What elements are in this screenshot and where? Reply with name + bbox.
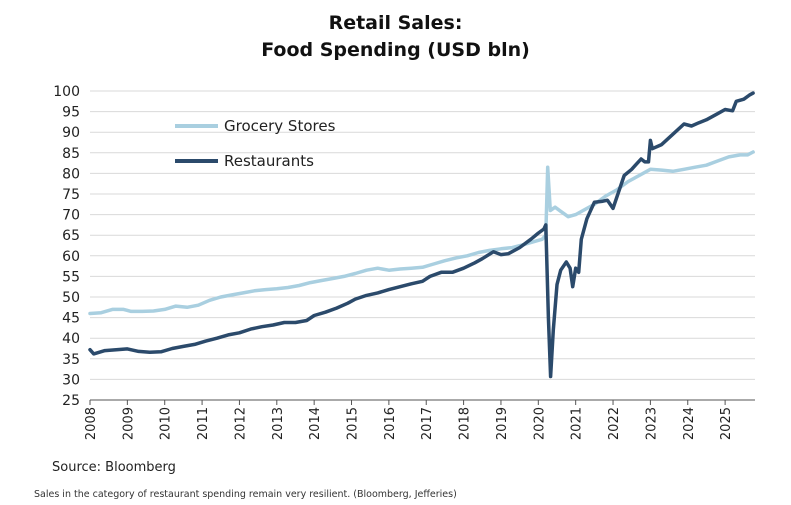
legend: Grocery Stores Restaurants <box>175 117 336 170</box>
y-tick-label: 65 <box>62 228 80 244</box>
source-note: Source: Bloomberg <box>52 460 176 475</box>
image-caption: Sales in the category of restaurant spen… <box>34 489 457 500</box>
x-tick-label: 2018 <box>458 407 473 440</box>
chart-title-line-2: Food Spending (USD bln) <box>261 39 530 61</box>
x-tick-label: 2016 <box>383 407 398 440</box>
chart-title-line-1: Retail Sales: <box>328 12 463 34</box>
y-tick-label: 45 <box>62 311 80 327</box>
legend-label-grocery: Grocery Stores <box>224 117 336 135</box>
y-tick-label: 60 <box>62 249 80 265</box>
y-tick-label: 55 <box>62 269 80 285</box>
y-tick-label: 95 <box>62 105 80 121</box>
y-tick-label: 90 <box>62 125 80 141</box>
x-tick-label: 2009 <box>121 407 136 440</box>
y-tick-label: 40 <box>62 331 80 347</box>
x-tick-label: 2013 <box>271 407 286 440</box>
x-tick-label: 2010 <box>159 407 174 440</box>
x-tick-label: 2020 <box>532 407 547 440</box>
x-tick-label: 2019 <box>495 407 510 440</box>
legend-label-restaurants: Restaurants <box>224 152 314 170</box>
y-tick-label: 85 <box>62 146 80 162</box>
x-tick-label: 2025 <box>719 407 734 440</box>
y-tick-label: 30 <box>62 372 80 388</box>
x-tick-label: 2024 <box>682 407 697 440</box>
x-tick-label: 2014 <box>308 407 323 440</box>
x-tick-label: 2012 <box>233 407 248 440</box>
series-lines <box>88 91 755 379</box>
x-tick-label: 2022 <box>607 407 622 440</box>
x-tick-label: 2023 <box>644 407 659 440</box>
x-tick-label: 2011 <box>196 407 211 440</box>
y-tick-label: 70 <box>62 208 80 224</box>
x-tick-label: 2008 <box>84 407 99 440</box>
y-tick-label: 100 <box>53 84 80 100</box>
x-tick-label: 2015 <box>346 407 361 440</box>
series-line-restaurants <box>88 91 755 379</box>
x-axis-ticks: 2008 2009 2010 2011 2012 2013 2014 2015 2016 2017… <box>84 400 734 440</box>
y-tick-label: 50 <box>62 290 80 306</box>
y-tick-label: 35 <box>62 352 80 368</box>
chart-grid <box>90 90 755 380</box>
x-tick-label: 2017 <box>420 407 435 440</box>
y-tick-label: 25 <box>62 393 80 409</box>
y-tick-label: 80 <box>62 166 80 182</box>
y-tick-label: 75 <box>62 187 80 203</box>
series-line-grocery-stores <box>88 150 755 316</box>
x-tick-label: 2021 <box>570 407 585 440</box>
chart-title: Retail Sales: Food Spending (USD bln) <box>0 10 791 64</box>
y-axis-ticks: 100 95 90 85 80 75 70 65 60 55 50 45 40 35 30 25 <box>53 84 80 409</box>
